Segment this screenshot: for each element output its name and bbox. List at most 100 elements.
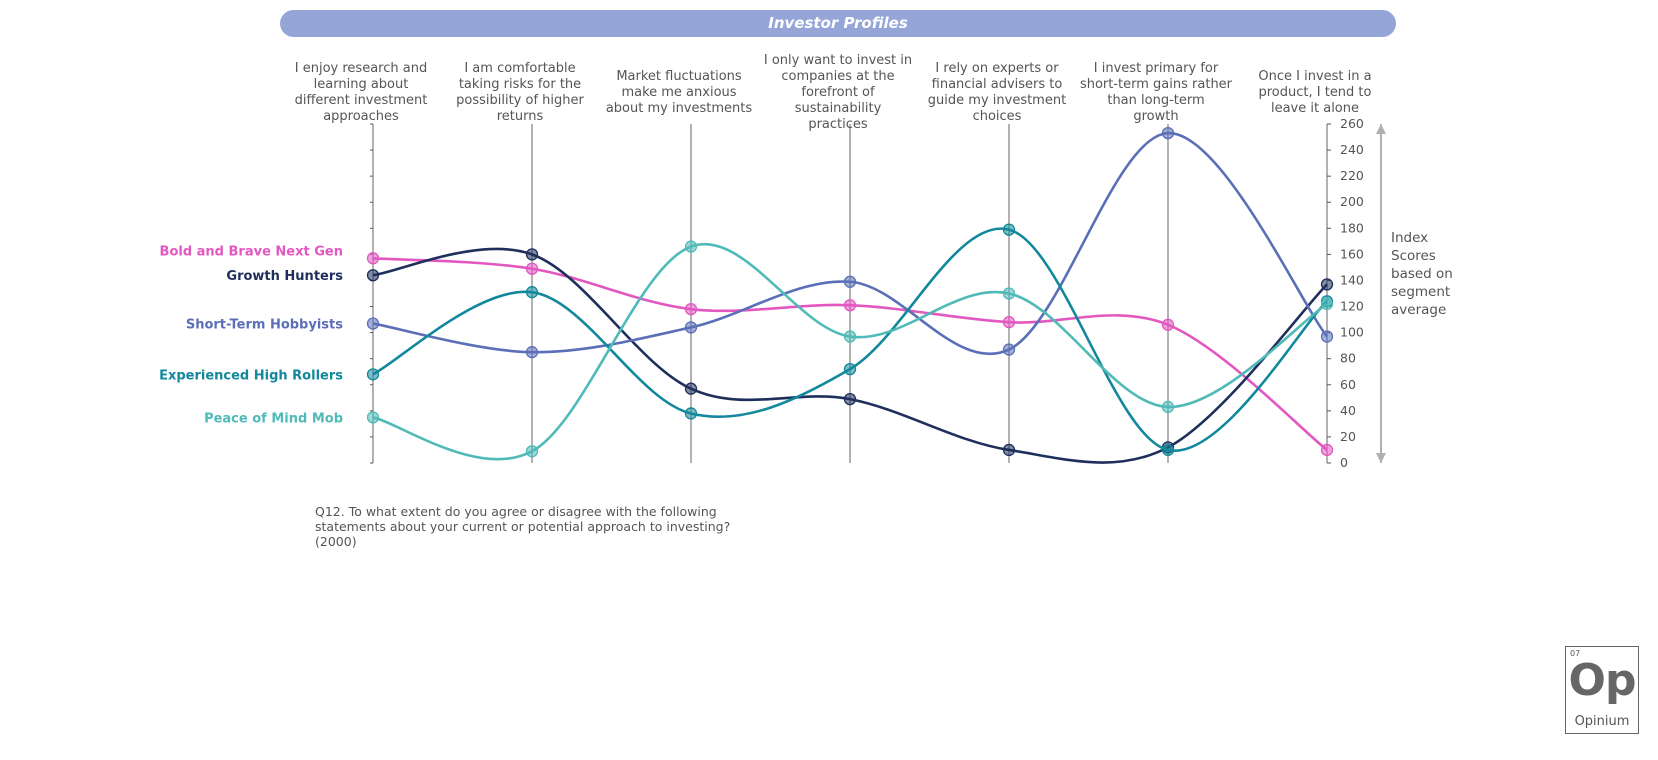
category-label: Market fluctuations make me anxious about … <box>606 69 753 116</box>
data-point <box>1161 318 1175 331</box>
series-line <box>372 131 1329 356</box>
category-label-line: practices <box>808 117 868 132</box>
y-tick-label: 140 <box>1340 272 1364 287</box>
category-label: I invest primary for short-term gains rat… <box>1080 61 1233 124</box>
y-axis-label-line: Index <box>1391 230 1428 246</box>
y-tick-label: 160 <box>1340 246 1364 261</box>
category-label-line: returns <box>497 109 544 124</box>
y-axis-label-line: Scores <box>1391 248 1436 264</box>
data-point <box>1320 297 1334 311</box>
category-label-line: than long-term <box>1107 93 1204 108</box>
category-label-line: I rely on experts or <box>935 61 1059 76</box>
category-label-line: growth <box>1133 109 1178 124</box>
logo-symbol: Op <box>1568 655 1637 706</box>
legend-label: Experienced High Rollers <box>159 368 343 383</box>
category-label-line: sustainability <box>795 101 882 116</box>
page-title: Investor Profiles <box>280 10 1396 37</box>
data-point <box>1002 287 1016 300</box>
series-short-term-hobbyists: Short-Term Hobbyists <box>186 126 1334 359</box>
category-label-line: financial advisers to <box>932 77 1063 92</box>
legend-label: Bold and Brave Next Gen <box>160 244 343 259</box>
logo-name: Opinium <box>1574 714 1630 729</box>
category-label: I rely on experts or financial advisers t… <box>928 61 1066 124</box>
data-point <box>1161 400 1175 414</box>
data-point <box>843 362 857 376</box>
data-point <box>1002 443 1016 457</box>
y-axis-label-line: average <box>1391 302 1446 318</box>
category-label-line: taking risks for the <box>459 77 581 92</box>
data-point <box>366 269 380 282</box>
data-point <box>684 240 698 253</box>
data-point <box>843 392 857 406</box>
y-tick-label: 0 <box>1340 455 1348 470</box>
data-point <box>1002 343 1016 356</box>
category-label-line: companies at the <box>781 69 894 84</box>
data-point <box>843 275 857 288</box>
y-tick-label: 100 <box>1340 325 1364 340</box>
data-point <box>366 317 380 330</box>
data-point <box>366 368 380 381</box>
category-label-line: short-term gains rather <box>1080 77 1233 92</box>
legend-label: Peace of Mind Mob <box>204 411 343 426</box>
data-point <box>843 299 857 312</box>
category-label-line: guide my investment <box>928 93 1066 108</box>
category-label-line: Once I invest in a <box>1258 69 1371 84</box>
data-point <box>684 302 698 316</box>
category-label: I only want to invest in companies at the… <box>764 53 912 132</box>
data-point <box>843 330 857 343</box>
category-label-line: Market fluctuations <box>616 69 742 84</box>
data-point <box>525 445 539 458</box>
logo-number: 07 <box>1570 649 1581 658</box>
scale-arrow-head-up <box>1376 124 1386 134</box>
category-label-line: forefront of <box>801 85 875 100</box>
question-text: Q12. To what extent do you agree or disa… <box>315 504 731 549</box>
y-tick-label: 80 <box>1340 351 1356 366</box>
legend-label: Growth Hunters <box>226 269 343 284</box>
y-tick-label: 260 <box>1340 116 1364 131</box>
y-tick-label: 60 <box>1340 377 1356 392</box>
series-experienced-high-rollers: Experienced High Rollers <box>159 223 1334 457</box>
category-label: I am comfortable taking risks for the poss… <box>456 61 584 124</box>
category-label-line: make me anxious <box>621 85 736 100</box>
y-axis-label-line: segment <box>1391 284 1450 300</box>
category-label-line: I enjoy research and <box>295 61 427 76</box>
category-label-line: approaches <box>323 109 399 124</box>
data-point <box>525 286 539 299</box>
y-tick-label: 240 <box>1340 142 1364 157</box>
category-label-line: choices <box>973 109 1022 124</box>
y-axis-label-line: based on <box>1391 266 1453 282</box>
legend-label: Short-Term Hobbyists <box>186 317 343 332</box>
y-tick-label: 180 <box>1340 220 1364 235</box>
data-point <box>525 346 539 359</box>
data-point <box>366 411 380 424</box>
series-peace-of-mind-mob: Peace of Mind Mob <box>204 240 1334 461</box>
data-point <box>1320 330 1334 343</box>
y-tick-label: 200 <box>1340 194 1364 209</box>
data-point <box>684 382 698 395</box>
y-tick-label: 220 <box>1340 168 1364 183</box>
data-point <box>1161 443 1175 457</box>
category-label-line: different investment <box>295 93 428 108</box>
opinium-logo: 07 Op Opinium <box>1565 646 1639 734</box>
category-label-line: learning about <box>314 77 409 92</box>
series-growth-hunters: Growth Hunters <box>226 247 1334 464</box>
y-tick-label: 40 <box>1340 403 1356 418</box>
data-point <box>1320 278 1334 291</box>
data-point <box>684 321 698 334</box>
data-point <box>1161 126 1175 140</box>
category-label-line: leave it alone <box>1271 101 1359 116</box>
category-label: Once I invest in a product, I tend to leav… <box>1258 69 1371 116</box>
category-label-line: I only want to invest in <box>764 53 912 68</box>
series-bold-and-brave-next-gen: Bold and Brave Next Gen <box>160 244 1334 457</box>
category-label: I enjoy research and learning about differ… <box>295 61 428 124</box>
data-point <box>1002 316 1016 329</box>
y-tick-label: 120 <box>1340 299 1364 314</box>
category-label-line: I am comfortable <box>464 61 575 76</box>
data-point <box>1320 443 1334 457</box>
scale-arrow-head-down <box>1376 453 1386 463</box>
category-label-line: possibility of higher <box>456 93 584 108</box>
category-label-line: I invest primary for <box>1094 61 1219 76</box>
data-point <box>1002 223 1016 236</box>
y-axis-label: Index Scores based on segment average <box>1391 230 1453 318</box>
